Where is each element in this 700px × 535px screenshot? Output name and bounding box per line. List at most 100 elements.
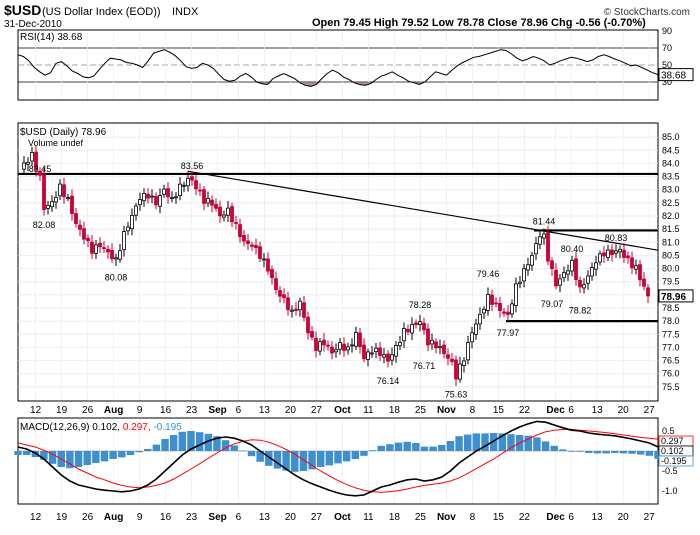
candle-body <box>370 352 374 355</box>
macd-legend-hist: -0.195 <box>153 422 182 433</box>
rsi-tick-label: 50 <box>662 60 672 70</box>
price-annotation: 77.97 <box>497 328 520 338</box>
candle-body <box>410 323 414 334</box>
macd-histogram-bar <box>602 451 610 454</box>
candle-body <box>518 281 522 284</box>
x-axis-label: 6 <box>236 405 242 416</box>
candle-body <box>474 323 478 335</box>
candle-body <box>362 344 366 360</box>
candle-body <box>78 224 82 230</box>
candle-body <box>74 213 78 224</box>
macd-histogram-bar <box>611 451 619 453</box>
candle-body <box>522 268 526 282</box>
candle-body <box>266 258 270 272</box>
candle-body <box>46 204 50 209</box>
x-axis-label: 18 <box>389 512 401 523</box>
candle-body <box>298 300 302 311</box>
candle-body <box>202 189 206 204</box>
x-axis-label: 23 <box>186 512 198 523</box>
candle-body <box>526 264 530 271</box>
candle-body <box>158 195 162 207</box>
x-axis-label: 13 <box>592 405 604 416</box>
x-axis-label: 6 <box>236 512 242 523</box>
candle-body <box>226 207 230 216</box>
candle-body <box>102 247 106 250</box>
x-axis-label: Dec <box>546 405 565 416</box>
rsi-tick-label: 90 <box>662 26 672 36</box>
macd-histogram-bar <box>178 431 187 451</box>
candle-body <box>566 270 570 275</box>
candle-body <box>450 358 454 362</box>
x-axis-label: 18 <box>389 405 401 416</box>
candle-body <box>126 226 130 232</box>
candle-body <box>194 180 198 190</box>
candle-body <box>478 313 482 325</box>
price-last-value: 78.96 <box>661 292 686 303</box>
macd-value-box <box>658 455 694 467</box>
candle-body <box>466 342 470 361</box>
candle-body <box>346 346 350 351</box>
macd-tick-label: 0.5 <box>662 426 675 436</box>
x-axis-label: Oct <box>334 512 351 523</box>
candle-body <box>470 332 474 343</box>
candle-body <box>554 269 558 287</box>
x-axis-label: 19 <box>56 405 68 416</box>
macd-histogram-bar <box>420 446 429 451</box>
candle-body <box>506 311 510 315</box>
candle-body <box>58 183 62 197</box>
price-annotation: 81.44 <box>533 217 556 227</box>
price-last-value-box <box>658 289 694 303</box>
macd-histogram-bar <box>74 451 83 467</box>
candle-body <box>286 297 290 311</box>
candle-body <box>254 245 258 249</box>
macd-histogram-bar <box>507 434 515 451</box>
candle-body <box>210 199 214 206</box>
candle-body <box>198 189 202 192</box>
candle-body <box>582 284 586 289</box>
macd-tick-label: -1.0 <box>662 486 678 496</box>
macd-histogram-bar <box>619 451 628 454</box>
candle-body <box>134 205 138 216</box>
macd-histogram-bar <box>325 451 334 466</box>
candle-body <box>242 234 246 242</box>
candle-body <box>274 278 278 291</box>
macd-histogram-bar <box>92 451 100 463</box>
price-tick-label: 75.5 <box>662 382 680 392</box>
candle-body <box>382 354 386 358</box>
macd-value-label: -0.195 <box>661 456 687 466</box>
x-axis-label: 11 <box>363 512 374 523</box>
candle-body <box>458 363 462 380</box>
x-axis-label: Dec <box>546 512 565 523</box>
macd-histogram-bar <box>368 450 377 451</box>
x-axis-label: 12 <box>30 405 42 416</box>
price-annotation: 80.08 <box>105 272 128 282</box>
x-axis-label: 20 <box>618 405 630 416</box>
macd-histogram-bar <box>351 451 360 459</box>
candle-body <box>154 195 158 206</box>
candle-body <box>358 332 362 348</box>
macd-histogram-bar <box>230 445 238 451</box>
candle-body <box>250 244 254 247</box>
volume-legend: Volume undef <box>28 138 84 148</box>
candle-body <box>498 302 502 311</box>
candle-body <box>598 253 602 263</box>
macd-histogram-bar <box>316 451 325 467</box>
price-tick-label: 84.0 <box>662 158 680 168</box>
candle-body <box>122 231 126 251</box>
candle-body <box>542 233 546 239</box>
candle-body <box>634 265 638 270</box>
x-axis-label: 20 <box>618 512 630 523</box>
macd-legend: MACD(12,26,9) 0.102, 0.297, -0.195 <box>20 422 182 433</box>
candle-body <box>310 331 314 338</box>
candle-body <box>454 359 458 380</box>
candle-body <box>418 321 422 325</box>
macd-histogram-bar <box>213 436 221 451</box>
macd-histogram-bar <box>256 451 264 462</box>
candle-body <box>66 197 70 200</box>
candle-body <box>606 249 610 258</box>
macd-histogram-bar <box>204 433 212 451</box>
candle-body <box>166 188 170 198</box>
candle-body <box>586 275 590 284</box>
